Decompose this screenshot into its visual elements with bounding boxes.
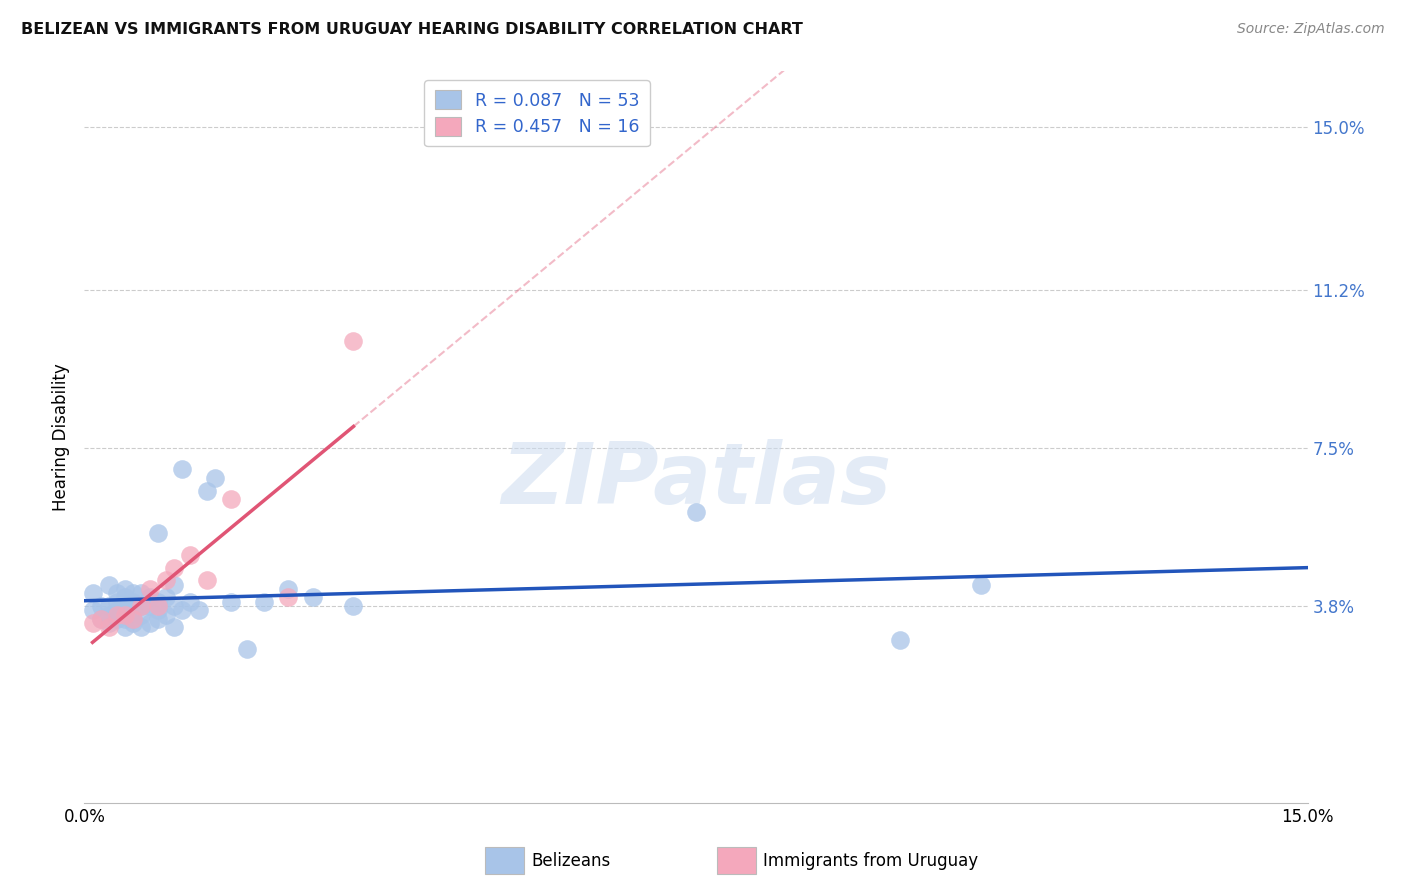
- Point: [179, 548, 201, 562]
- Point: [146, 526, 169, 541]
- Point: [179, 595, 201, 609]
- Point: [122, 595, 145, 609]
- Point: [82, 586, 104, 600]
- Point: [163, 599, 186, 613]
- Point: [97, 607, 120, 622]
- Point: [131, 607, 153, 622]
- Point: [114, 603, 136, 617]
- Point: [105, 603, 128, 617]
- Point: [138, 616, 160, 631]
- Point: [138, 599, 160, 613]
- Point: [163, 577, 186, 591]
- Point: [82, 603, 104, 617]
- Point: [114, 620, 136, 634]
- Point: [970, 577, 993, 591]
- Point: [685, 505, 707, 519]
- Point: [301, 591, 323, 605]
- Point: [122, 616, 145, 631]
- Point: [187, 603, 209, 617]
- Point: [97, 577, 120, 591]
- Point: [97, 620, 120, 634]
- Text: BELIZEAN VS IMMIGRANTS FROM URUGUAY HEARING DISABILITY CORRELATION CHART: BELIZEAN VS IMMIGRANTS FROM URUGUAY HEAR…: [21, 22, 803, 37]
- Point: [131, 599, 153, 613]
- Legend: R = 0.087   N = 53, R = 0.457   N = 16: R = 0.087 N = 53, R = 0.457 N = 16: [425, 80, 650, 146]
- Point: [122, 586, 145, 600]
- Point: [277, 582, 299, 596]
- Point: [163, 560, 186, 574]
- Point: [114, 612, 136, 626]
- Point: [172, 603, 194, 617]
- Point: [155, 607, 177, 622]
- Text: Immigrants from Uruguay: Immigrants from Uruguay: [763, 852, 979, 870]
- Point: [105, 586, 128, 600]
- Y-axis label: Hearing Disability: Hearing Disability: [52, 363, 70, 511]
- Point: [131, 620, 153, 634]
- Point: [146, 599, 169, 613]
- Point: [253, 595, 276, 609]
- Point: [146, 595, 169, 609]
- Point: [219, 595, 242, 609]
- Point: [105, 607, 128, 622]
- Point: [131, 599, 153, 613]
- Point: [195, 574, 218, 588]
- Point: [342, 599, 364, 613]
- Point: [114, 582, 136, 596]
- Point: [90, 612, 112, 626]
- Point: [122, 612, 145, 626]
- Text: Belizeans: Belizeans: [531, 852, 610, 870]
- Point: [105, 612, 128, 626]
- Point: [342, 334, 364, 348]
- Point: [97, 616, 120, 631]
- Point: [131, 586, 153, 600]
- Point: [82, 616, 104, 631]
- Point: [204, 471, 226, 485]
- Text: ZIPatlas: ZIPatlas: [501, 440, 891, 523]
- Point: [155, 591, 177, 605]
- Point: [122, 612, 145, 626]
- Point: [90, 612, 112, 626]
- Point: [146, 603, 169, 617]
- Point: [155, 574, 177, 588]
- Point: [172, 462, 194, 476]
- Point: [889, 633, 911, 648]
- Point: [277, 591, 299, 605]
- Point: [114, 607, 136, 622]
- Text: Source: ZipAtlas.com: Source: ZipAtlas.com: [1237, 22, 1385, 37]
- Point: [122, 603, 145, 617]
- Point: [114, 591, 136, 605]
- Point: [97, 599, 120, 613]
- Point: [138, 582, 160, 596]
- Point: [236, 641, 259, 656]
- Point: [105, 595, 128, 609]
- Point: [219, 492, 242, 507]
- Point: [195, 483, 218, 498]
- Point: [138, 591, 160, 605]
- Point: [163, 620, 186, 634]
- Point: [146, 612, 169, 626]
- Point: [90, 599, 112, 613]
